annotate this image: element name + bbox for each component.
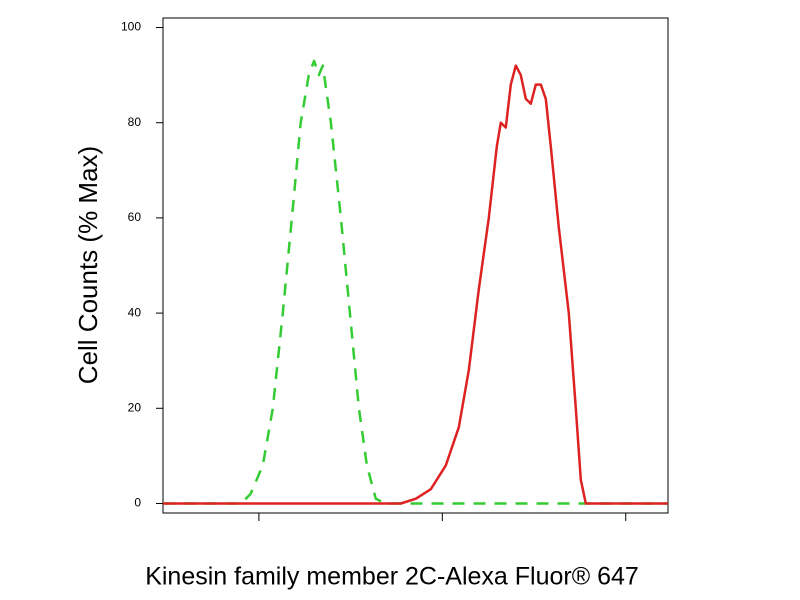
histogram-line <box>163 59 668 505</box>
histogram-line <box>163 64 668 505</box>
y-axis-label: Cell Counts (% Max) <box>73 146 103 384</box>
y-tick-label: 40 <box>128 305 142 319</box>
y-tick-label: 100 <box>121 20 141 34</box>
plot-frame <box>162 17 669 514</box>
y-tick-label: 0 <box>134 496 141 510</box>
x-axis-label: Kinesin family member 2C-Alexa Fluor® 64… <box>145 563 639 591</box>
y-tick-label: 60 <box>128 210 142 224</box>
y-tick-label: 20 <box>128 400 142 414</box>
y-tick-label: 80 <box>128 115 142 129</box>
